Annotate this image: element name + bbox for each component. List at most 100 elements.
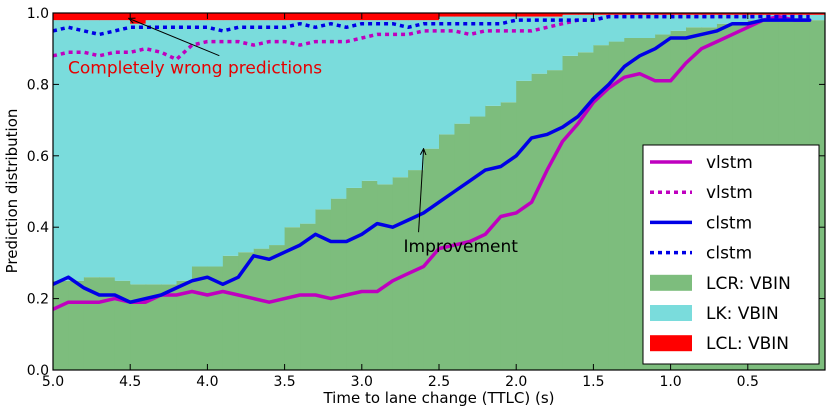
bar-lcl [222, 13, 239, 21]
bar-lcl [439, 13, 456, 17]
bar-lcr [253, 248, 270, 370]
bar-lk [207, 20, 224, 267]
legend-label: LK: VBIN [706, 304, 779, 324]
bar-lcr [531, 73, 548, 370]
bar-lk [624, 14, 641, 38]
legend-swatch-patch [650, 274, 692, 291]
bar-lcl [562, 13, 579, 15]
bar-lcl [176, 13, 193, 21]
bar-lk [392, 20, 409, 178]
bar-lcr [176, 280, 193, 370]
bar-lcr [608, 41, 625, 370]
bar-lk [670, 14, 687, 31]
bar-lk [161, 20, 178, 285]
bar-lk [423, 20, 440, 149]
x-tick-label: 5.0 [42, 374, 64, 390]
bar-lcl [161, 13, 178, 21]
bar-lcr [83, 277, 100, 370]
legend-label: clstm [706, 213, 752, 233]
x-tick-label: 1.5 [582, 374, 604, 390]
bar-lcl [315, 13, 332, 21]
bar-lk [361, 20, 378, 181]
bar-lk [53, 20, 70, 281]
bar-lcl [269, 13, 286, 21]
bar-lk [547, 16, 564, 71]
legend-label: LCR: VBIN [706, 274, 791, 294]
bar-lcr [53, 280, 70, 370]
bar-lcl [516, 13, 533, 17]
annotation-arrow [418, 149, 424, 233]
bar-lk [655, 14, 672, 35]
bar-lcr [330, 198, 347, 370]
bar-lcl [83, 13, 100, 21]
bar-lcl [547, 13, 564, 17]
legend: vlstm vlstm clstm clstm LCR: VBIN LK: VBIN LCL… [642, 144, 820, 365]
bar-lk [408, 20, 425, 171]
bar-lk [269, 20, 286, 246]
bar-lcl [655, 13, 672, 15]
bar-lcl [68, 13, 85, 21]
y-axis-label: Prediction distribution [3, 109, 21, 274]
series-line-vlstm-dotted [53, 14, 810, 62]
series-lines [53, 14, 812, 312]
bar-lk [315, 20, 332, 210]
bar-lcl [716, 13, 733, 15]
y-tick-label: 0.0 [27, 363, 49, 379]
bar-lcl [454, 13, 471, 17]
annotation-arrow [129, 18, 220, 57]
legend-swatch-patch [650, 305, 692, 321]
bar-lcl [531, 13, 548, 17]
bar-lcr [377, 184, 394, 370]
bar-lcr [361, 180, 378, 370]
bar-lk [346, 20, 363, 188]
bar-lcr [516, 80, 533, 370]
bar-lk [99, 20, 116, 278]
bar-lcl [469, 13, 486, 17]
bar-lcl [361, 13, 378, 21]
bar-lcl [608, 13, 625, 15]
bar-lk [639, 14, 656, 38]
bar-lcl [624, 13, 641, 15]
bar-lcl [346, 13, 363, 21]
bar-lcl [686, 13, 703, 15]
bar-lk [130, 23, 147, 285]
series-line-clstm-solid [53, 18, 812, 304]
bar-lcr [577, 52, 594, 370]
bar-lcl [53, 13, 70, 21]
legend-label: vlstm [706, 183, 753, 203]
bar-lcl [377, 13, 394, 21]
bar-lcr [593, 45, 610, 370]
x-tick-label: 0.5 [737, 374, 759, 390]
axis-ticks: 5.0 4.5 4.0 3.5 3.0 2.5 2.0 1.5 1.0 0.5 0.0 0.2 0.4 0… [27, 6, 825, 390]
legend-label: vlstm [706, 153, 753, 173]
bar-lk [83, 20, 100, 278]
bar-lk [716, 14, 733, 24]
x-tick-label: 2.5 [428, 374, 450, 390]
bar-lcl [763, 13, 780, 15]
bar-lk [439, 16, 456, 135]
bar-lk [747, 14, 764, 21]
bar-lcr [562, 55, 579, 370]
bar-lk [377, 20, 394, 185]
bar-lcr [114, 280, 131, 370]
bar-lcr [500, 102, 517, 370]
bar-lk [191, 20, 208, 267]
x-tick-label: 1.0 [659, 374, 681, 390]
y-tick-label: 0.2 [27, 292, 49, 308]
bar-lcl [408, 13, 425, 21]
bar-lcr [346, 187, 363, 370]
bar-lk [608, 14, 625, 42]
bar-lk [562, 14, 579, 56]
annotation-text: Improvement [404, 237, 519, 257]
bar-lcl [284, 13, 301, 21]
bar-lcl [747, 13, 764, 15]
x-tick-label: 3.0 [351, 374, 373, 390]
legend-label: LCL: VBIN [706, 334, 789, 354]
x-tick-label: 3.5 [273, 374, 295, 390]
bar-lcl [670, 13, 687, 15]
legend-label: clstm [706, 244, 752, 264]
bar-lk [593, 14, 610, 46]
y-tick-label: 0.4 [27, 220, 49, 236]
bar-lcl [500, 13, 517, 17]
y-tick-label: 0.6 [27, 149, 49, 165]
